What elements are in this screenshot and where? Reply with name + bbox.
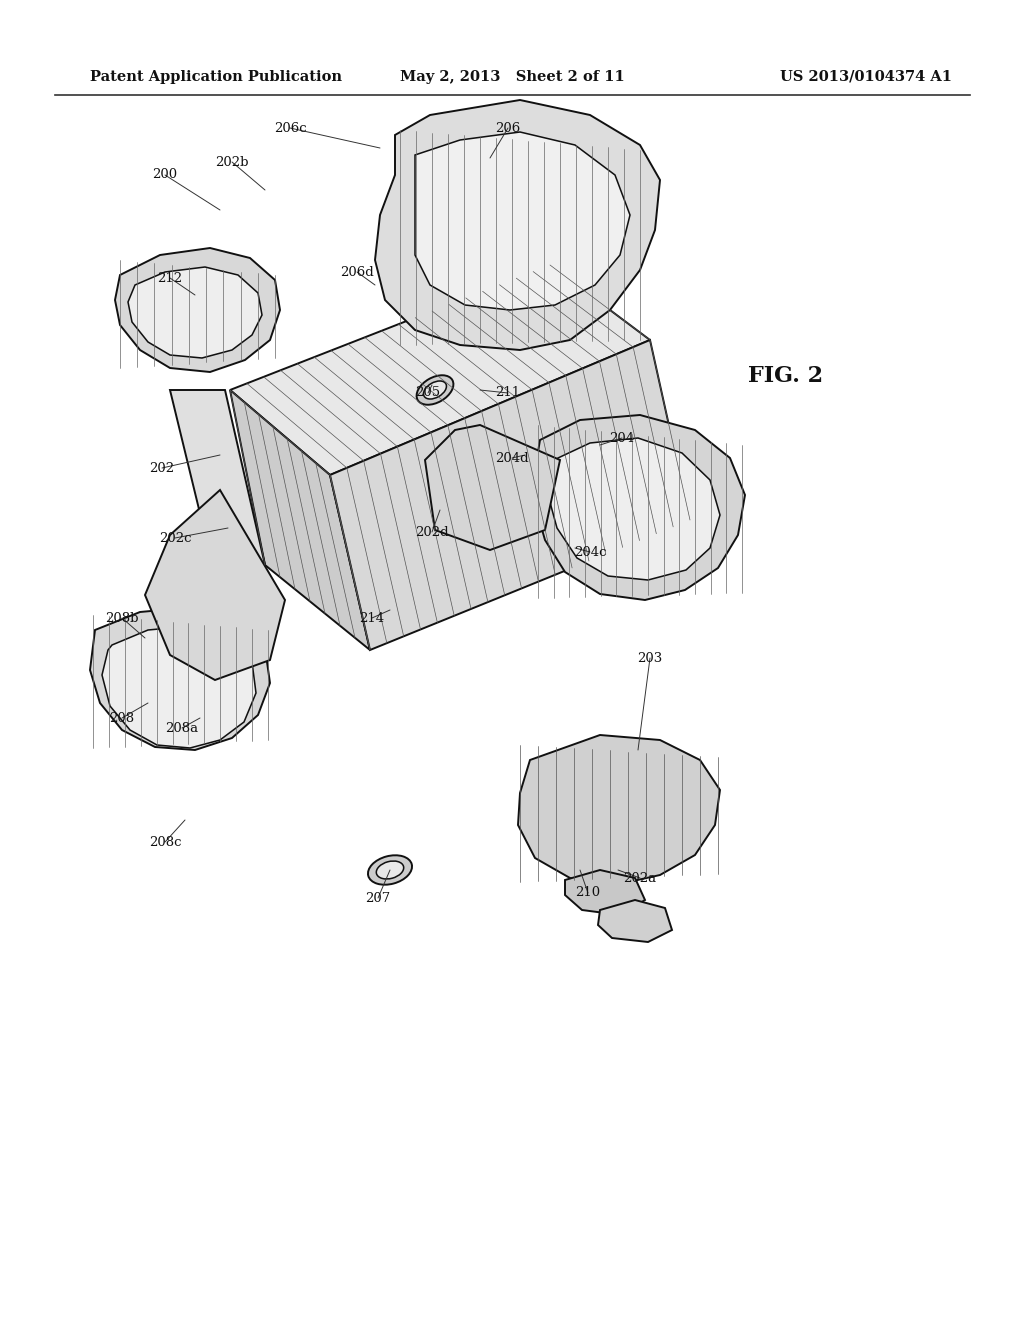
Text: 211: 211 (496, 387, 520, 400)
Text: 208: 208 (110, 711, 134, 725)
Polygon shape (90, 607, 270, 750)
Text: Patent Application Publication: Patent Application Publication (90, 70, 342, 83)
Text: 200: 200 (153, 169, 177, 181)
Polygon shape (145, 490, 285, 680)
Text: US 2013/0104374 A1: US 2013/0104374 A1 (780, 70, 952, 83)
Text: 206d: 206d (340, 265, 374, 279)
Text: 206c: 206c (273, 121, 306, 135)
Text: 204c: 204c (573, 545, 606, 558)
Text: 202a: 202a (624, 871, 656, 884)
Text: 208b: 208b (105, 611, 138, 624)
Polygon shape (535, 414, 745, 601)
Polygon shape (565, 870, 645, 915)
Text: 205: 205 (416, 387, 440, 400)
Text: 202: 202 (150, 462, 174, 474)
Polygon shape (518, 735, 720, 884)
Text: 207: 207 (366, 891, 390, 904)
Ellipse shape (424, 381, 446, 399)
Text: 210: 210 (575, 887, 600, 899)
Text: 204: 204 (609, 432, 635, 445)
Text: 202c: 202c (159, 532, 191, 544)
Polygon shape (128, 267, 262, 358)
Ellipse shape (417, 375, 454, 405)
Text: 202d: 202d (415, 525, 449, 539)
Polygon shape (415, 132, 630, 310)
Polygon shape (102, 626, 256, 748)
Text: 208c: 208c (148, 836, 181, 849)
Text: May 2, 2013   Sheet 2 of 11: May 2, 2013 Sheet 2 of 11 (400, 70, 625, 83)
Polygon shape (170, 389, 265, 576)
Polygon shape (230, 389, 370, 649)
Polygon shape (115, 248, 280, 372)
Text: FIG. 2: FIG. 2 (748, 366, 822, 387)
Polygon shape (425, 425, 560, 550)
Polygon shape (548, 438, 720, 579)
Polygon shape (330, 341, 690, 649)
Text: 214: 214 (359, 611, 385, 624)
Polygon shape (598, 900, 672, 942)
Text: 212: 212 (158, 272, 182, 285)
Text: 208a: 208a (166, 722, 199, 734)
Text: 202b: 202b (215, 156, 249, 169)
Polygon shape (375, 100, 660, 350)
Polygon shape (230, 265, 650, 475)
Text: 204d: 204d (496, 451, 528, 465)
Text: 203: 203 (637, 652, 663, 664)
Text: 206: 206 (496, 121, 520, 135)
Ellipse shape (368, 855, 412, 884)
Ellipse shape (376, 861, 403, 879)
